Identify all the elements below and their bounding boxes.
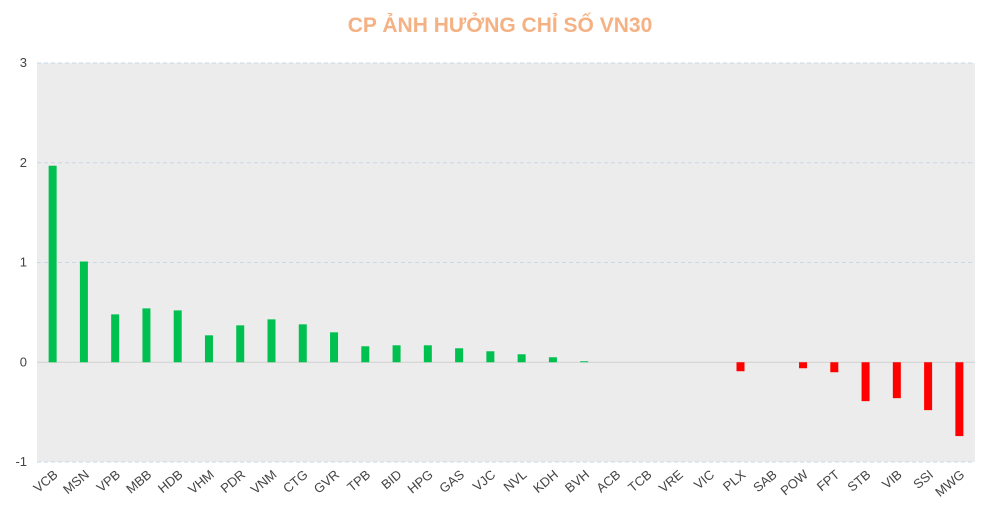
y-tick-label: 1	[20, 255, 27, 270]
x-tick-label: ACB	[593, 467, 623, 496]
bar-msn	[79, 261, 88, 363]
x-tick-label: TPB	[344, 467, 373, 495]
x-tick-label: VHM	[185, 467, 217, 497]
y-tick-label: 3	[20, 55, 27, 70]
y-tick-label: -1	[15, 454, 27, 469]
x-tick-label: SAB	[750, 467, 780, 495]
x-tick-label: VIC	[691, 467, 717, 492]
bar-vhm	[204, 335, 213, 363]
bar-hdb	[173, 310, 182, 363]
x-tick-label: STB	[844, 467, 873, 495]
x-tick-label: BID	[378, 467, 404, 492]
x-tick-label: VRE	[656, 467, 686, 496]
x-tick-label: TCB	[625, 467, 655, 495]
x-tick-label: VNM	[248, 467, 280, 497]
x-tick-label: PDR	[217, 467, 248, 496]
x-tick-label: MWG	[932, 467, 967, 500]
x-tick-label: HPG	[405, 467, 436, 497]
bar-ssi	[924, 362, 933, 411]
bar-fpt	[830, 362, 839, 373]
bar-mbb	[142, 308, 151, 363]
bar-vib	[892, 362, 901, 399]
x-tick-label: VCB	[30, 467, 60, 496]
x-tick-label: NVL	[501, 467, 530, 495]
x-tick-label: FPT	[814, 467, 842, 494]
x-tick-label: GAS	[436, 467, 467, 496]
x-tick-label: POW	[778, 466, 812, 498]
bar-plx	[736, 362, 745, 372]
x-tick-label: VIB	[879, 467, 905, 492]
x-tick-label: GVR	[311, 467, 342, 497]
bar-pdr	[236, 325, 245, 363]
x-tick-label: VPB	[94, 467, 124, 495]
x-tick-label: PLX	[720, 467, 749, 494]
x-tick-label: CTG	[280, 467, 311, 496]
bar-vjc	[486, 351, 495, 363]
bar-bid	[392, 345, 401, 363]
bar-mwg	[955, 362, 964, 437]
x-tick-label: KDH	[530, 467, 561, 496]
bar-vnm	[267, 319, 276, 363]
y-tick-label: 0	[20, 354, 27, 369]
bar-pow	[799, 362, 808, 369]
x-tick-label: VJC	[470, 467, 498, 494]
x-tick-label: HDB	[155, 467, 186, 496]
bar-nvl	[517, 354, 526, 363]
x-tick-label: BVH	[562, 467, 592, 496]
bar-tpb	[361, 346, 370, 363]
bar-bvh	[580, 361, 589, 363]
bar-gvr	[330, 332, 339, 363]
bar-gas	[455, 348, 464, 363]
bar-kdh	[548, 357, 557, 363]
y-tick-label: 2	[20, 155, 27, 170]
bar-hpg	[423, 345, 432, 363]
bar-ctg	[298, 324, 307, 363]
chart-title: CP ẢNH HƯỞNG CHỈ SỐ VN30	[347, 14, 653, 37]
x-tick-label: MSN	[60, 467, 92, 497]
bar-vpb	[111, 314, 120, 363]
x-tick-label: MBB	[123, 467, 154, 497]
bar-stb	[861, 362, 870, 402]
bar-vcb	[48, 165, 57, 363]
